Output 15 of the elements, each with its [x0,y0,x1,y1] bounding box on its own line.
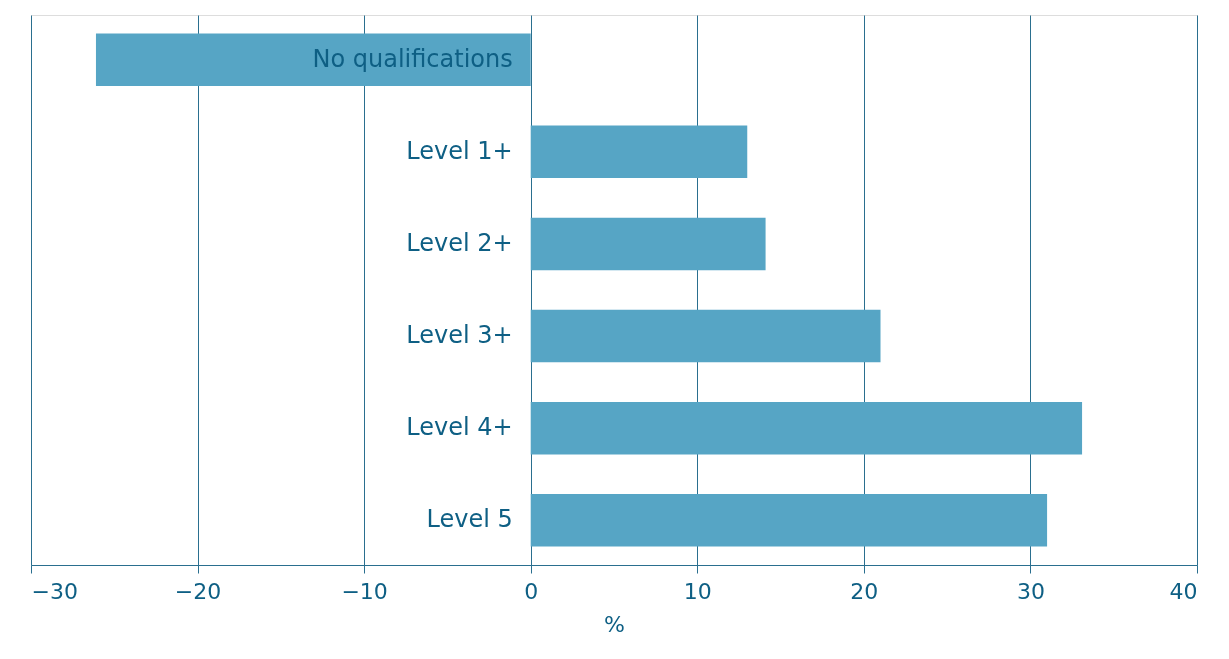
x-tick-label: −20 [174,578,222,604]
x-tick-label: 0 [524,578,539,604]
x-axis-title: % [604,611,625,637]
y-tick-label: Level 5 [426,505,513,534]
y-tick-label: Level 1+ [406,136,513,165]
x-tick-label: −30 [31,578,78,604]
y-tick-label: Level 4+ [406,413,513,442]
x-tick-label: 10 [683,578,712,604]
x-tick-label: 20 [850,578,879,604]
y-tick-label: Level 2+ [406,228,513,257]
x-tick-label: 40 [1169,578,1198,604]
x-tick-label: 30 [1016,578,1045,604]
x-tick-label: −10 [341,578,388,604]
y-tick-label: Level 3+ [406,321,513,350]
y-tick-label: No qualifications [312,44,513,73]
